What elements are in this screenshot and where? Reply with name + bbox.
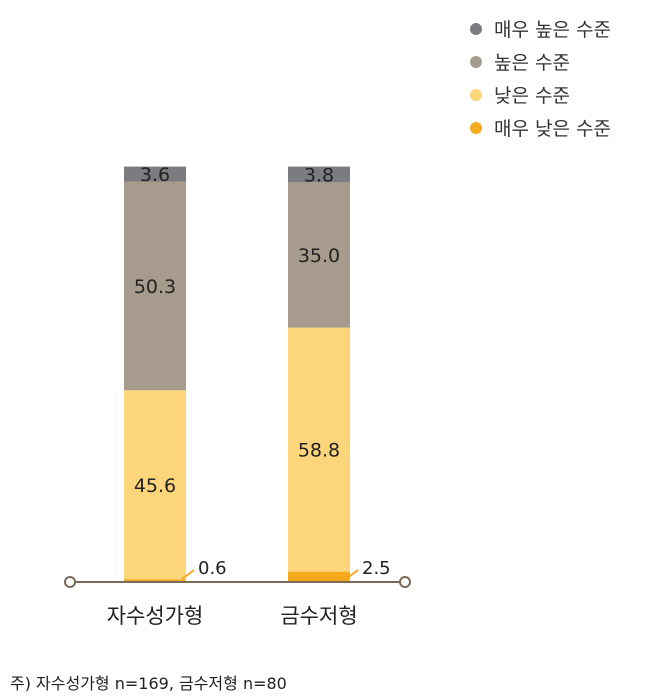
- legend-dot-low: [470, 88, 482, 101]
- value-label-1-0: 2.5: [362, 558, 391, 579]
- legend-dot-very-low: [470, 121, 482, 134]
- legend-label-very-low: 매우 낮은 수준: [494, 118, 611, 140]
- category-labels: 자수성가형 금수저형: [107, 604, 358, 628]
- category-label-0: 자수성가형: [107, 604, 204, 628]
- leader-tick-1: [345, 569, 359, 580]
- bar-segment-1-3: [288, 166, 350, 183]
- legend-item-high: 높은 수준: [470, 45, 611, 78]
- legend-item-very-low: 매우 낮은 수준: [470, 111, 611, 144]
- leader-tick-0: [181, 569, 195, 580]
- value-label-1-1: 58.8: [298, 440, 340, 462]
- legend: 매우 높은 수준 높은 수준 낮은 수준 매우 낮은 수준: [470, 12, 611, 144]
- value-label-0-3: 3.6: [140, 164, 170, 186]
- value-label-0-2: 50.3: [134, 276, 176, 298]
- bars-group: [124, 166, 350, 582]
- legend-dot-high: [470, 55, 482, 68]
- legend-item-low: 낮은 수준: [470, 78, 611, 111]
- footnote: 주) 자수성가형 n=169, 금수저형 n=80: [10, 674, 287, 693]
- bar-segment-1-0: [288, 571, 350, 582]
- legend-label-low: 낮은 수준: [494, 85, 570, 107]
- bar-segment-0-3: [124, 166, 186, 182]
- legend-item-very-high: 매우 높은 수준: [470, 12, 611, 45]
- bar-segment-1-2: [288, 182, 350, 328]
- legend-label-high: 높은 수준: [494, 52, 570, 74]
- value-label-1-3: 3.8: [304, 164, 334, 186]
- legend-label-very-high: 매우 높은 수준: [494, 19, 611, 41]
- value-label-1-2: 35.0: [298, 245, 340, 267]
- bar-segment-1-1: [288, 327, 350, 572]
- bar-segment-0-1: [124, 390, 186, 580]
- baseline-right-endpoint: [399, 576, 411, 588]
- bar-segment-0-0: [124, 579, 186, 582]
- labels-group: 0.6 45.6 50.3 3.6 2.5 58.8 35.0 3.8: [134, 164, 391, 580]
- legend-dot-very-high: [470, 22, 482, 35]
- bar-segment-0-2: [124, 181, 186, 391]
- baseline-left-endpoint: [64, 576, 76, 588]
- value-label-0-1: 45.6: [134, 475, 176, 497]
- value-label-0-0: 0.6: [198, 558, 227, 579]
- category-label-1: 금수저형: [280, 604, 357, 628]
